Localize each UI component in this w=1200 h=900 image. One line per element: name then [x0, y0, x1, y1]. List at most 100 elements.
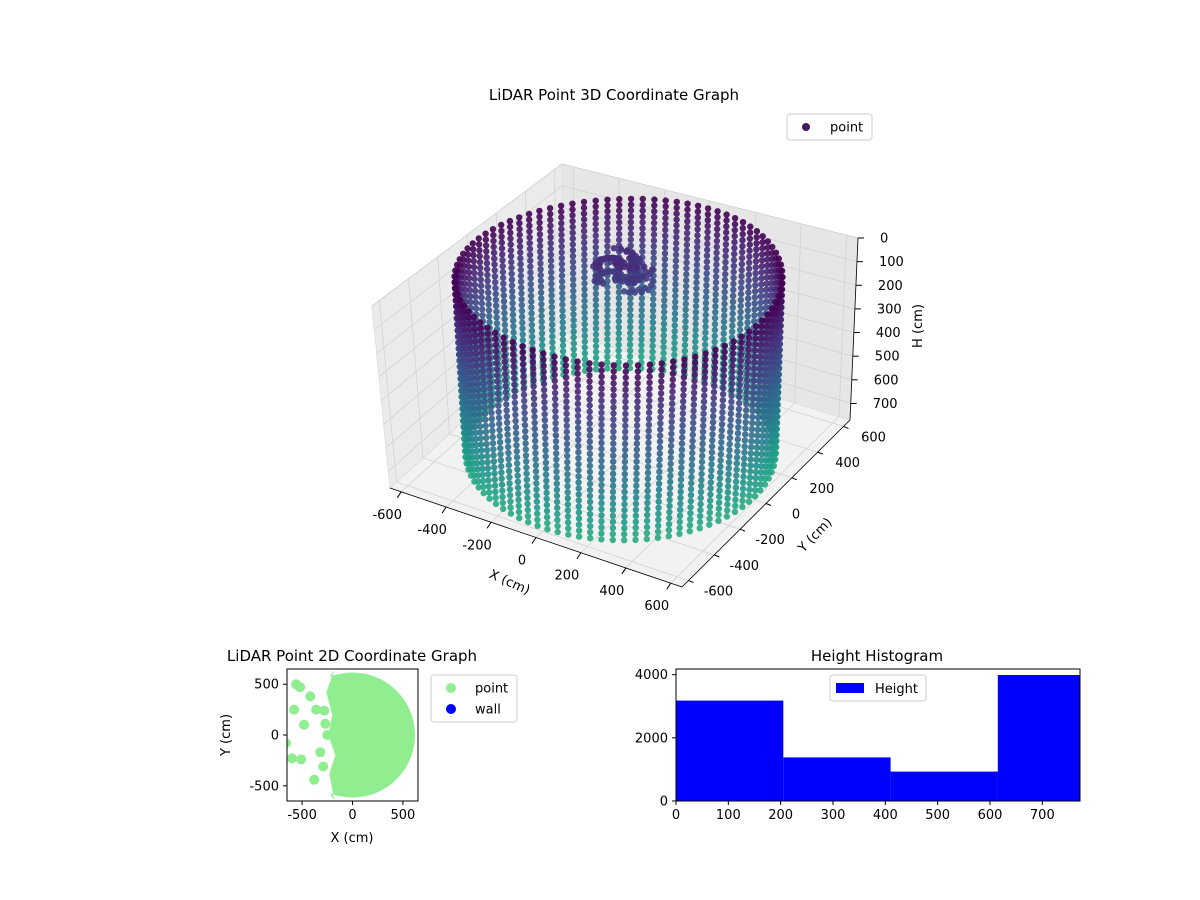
wall-point: [649, 301, 657, 309]
wall-point: [516, 514, 523, 522]
wall-point: [751, 347, 759, 354]
wall-point: [552, 420, 559, 427]
wall-point: [702, 350, 709, 357]
wall-point: [730, 256, 738, 264]
wall-point: [737, 375, 744, 383]
wall-point: [660, 338, 667, 345]
wall-point: [723, 513, 731, 520]
wall-point: [517, 278, 525, 285]
wall-point: [456, 256, 463, 263]
wall-point: [745, 498, 753, 505]
y-tick-3d: [739, 528, 746, 532]
wall-point: [720, 384, 727, 392]
wall-point: [749, 419, 756, 427]
wall-point: [720, 324, 728, 331]
wall-point: [465, 314, 473, 321]
wall-point: [473, 356, 480, 363]
wall-point: [475, 478, 482, 485]
wall-point: [529, 365, 537, 372]
wall-point: [581, 344, 588, 351]
wall-point: [471, 320, 478, 327]
wall-point: [506, 474, 513, 481]
wall-point: [700, 404, 707, 411]
wall-point: [465, 269, 473, 276]
wall-point: [460, 302, 468, 309]
wall-point: [592, 296, 600, 303]
wall-point: [586, 366, 593, 373]
wall-point: [622, 434, 629, 441]
wall-point: [743, 400, 750, 408]
wall-point: [752, 270, 759, 277]
wall-point: [721, 300, 728, 308]
wall-point: [746, 480, 753, 487]
wall-point: [496, 438, 504, 446]
wall-point: [548, 269, 555, 276]
wall-point: [621, 482, 628, 490]
wall-point: [569, 252, 577, 260]
wall-point: [621, 488, 628, 496]
wall-point: [729, 322, 736, 329]
wall-point: [752, 341, 759, 348]
wall-point: [580, 210, 588, 217]
wall-point: [499, 505, 507, 513]
wall-point: [510, 329, 517, 336]
wall-point: [586, 420, 593, 427]
wall-point: [512, 417, 519, 425]
wall-point: [592, 331, 600, 338]
wall-point: [763, 335, 770, 343]
y-tick-label-3d: -600: [704, 585, 734, 600]
wall-point: [703, 288, 710, 295]
wall-point: [489, 427, 496, 435]
wall-point: [730, 344, 737, 351]
wall-point: [693, 297, 700, 304]
scatter-point: [295, 682, 306, 693]
wall-point: [759, 239, 766, 246]
wall-point: [465, 308, 472, 315]
wall-point: [569, 212, 576, 219]
wall-point: [604, 231, 611, 238]
wall-point: [506, 480, 513, 487]
wall-point: [722, 241, 730, 248]
wall-point: [474, 472, 482, 479]
wall-point: [475, 398, 482, 406]
wall-point: [509, 294, 516, 301]
histogram-bar: [997, 675, 1080, 801]
wall-point: [634, 386, 641, 393]
wall-point: [646, 361, 654, 368]
wall-point: [754, 426, 761, 433]
wall-point: [727, 416, 734, 424]
z-tick-label-3d: 0: [880, 232, 888, 247]
wall-point: [481, 398, 488, 405]
wall-point: [712, 346, 719, 354]
wall-point: [592, 284, 600, 292]
legend-2d-wall-label: wall: [475, 703, 501, 718]
wall-point: [662, 215, 669, 222]
wall-point: [759, 251, 766, 258]
wall-point: [575, 473, 582, 480]
wall-point: [467, 344, 474, 352]
wall-point: [604, 214, 611, 221]
scatter-point: [319, 705, 330, 716]
wall-point: [521, 409, 528, 417]
wall-point: [621, 494, 628, 502]
wall-point: [610, 392, 617, 399]
wall-point: [470, 252, 477, 259]
wall-point: [586, 396, 593, 403]
wall-point: [558, 243, 565, 250]
wall-point: [604, 208, 611, 215]
wall-point: [746, 229, 754, 236]
wall-point: [564, 452, 571, 460]
wall-point: [534, 510, 541, 517]
wall-point: [737, 320, 744, 328]
wall-point: [631, 289, 638, 296]
wall-point: [530, 395, 538, 402]
wall-point: [688, 479, 695, 487]
legend-2d-point-marker: [446, 683, 456, 693]
wall-point: [570, 328, 577, 335]
wall-point: [657, 414, 664, 421]
wall-point: [480, 489, 487, 497]
wall-point: [762, 304, 769, 311]
wall-point: [478, 337, 485, 344]
wall-point: [485, 348, 492, 356]
wall-point: [518, 307, 526, 315]
